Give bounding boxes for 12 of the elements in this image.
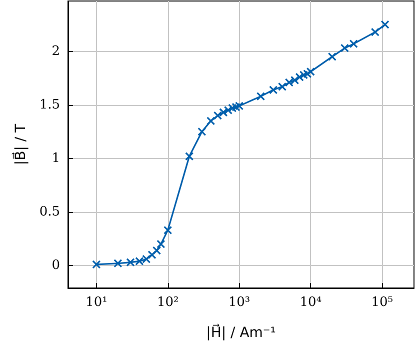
x-tick-label: 10⁵ (371, 295, 393, 310)
y-axis-title: |B⃗| / T (11, 123, 29, 166)
y-tick-label: 1.5 (39, 97, 60, 112)
x-tick-label: 10² (156, 295, 179, 310)
x-tick-label: 10³ (228, 295, 250, 310)
x-axis-title: |H⃗| / Am⁻¹ (206, 323, 276, 341)
y-tick-label: 0 (52, 258, 60, 274)
y-tick-label: 0.5 (39, 204, 60, 220)
y-tick-label: 2 (52, 44, 60, 59)
x-tick-label: 10⁴ (300, 295, 322, 310)
x-tick-label: 10¹ (86, 295, 108, 310)
y-tick-label: 1 (52, 150, 60, 166)
